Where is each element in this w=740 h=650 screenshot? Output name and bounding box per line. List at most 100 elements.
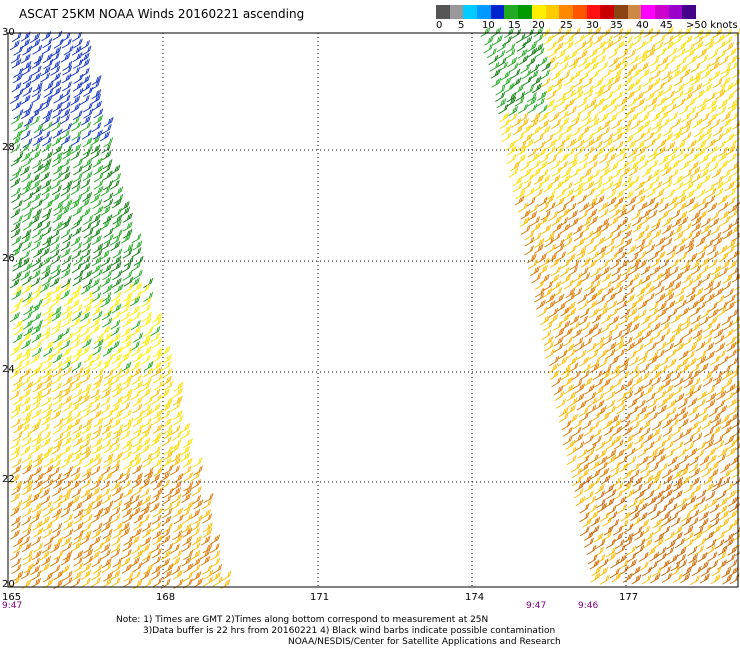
wind-barb <box>659 559 670 570</box>
wind-barb <box>732 526 740 536</box>
wind-barb <box>19 257 30 268</box>
wind-barb <box>721 126 732 137</box>
wind-barb <box>701 229 712 240</box>
wind-barb <box>672 271 683 282</box>
wind-barb <box>53 206 64 217</box>
wind-barb <box>50 60 61 71</box>
wind-barb <box>529 266 540 277</box>
wind-barb <box>603 525 614 536</box>
wind-barb <box>111 277 122 288</box>
wind-barb <box>40 66 51 77</box>
wind-barb <box>30 513 40 524</box>
wind-barb <box>170 425 181 436</box>
wind-barb <box>636 251 647 262</box>
wind-barb <box>83 297 94 308</box>
wind-barb <box>120 367 130 378</box>
wind-barb <box>130 311 141 322</box>
wind-barb <box>101 424 112 435</box>
colorbar-label: 5 <box>458 20 465 31</box>
wind-barb <box>717 447 728 458</box>
wind-barb <box>92 360 103 371</box>
wind-barb <box>691 229 702 240</box>
wind-barb <box>70 136 81 147</box>
wind-barb <box>630 210 641 221</box>
wind-barb <box>708 308 719 319</box>
wind-barb <box>654 495 665 506</box>
wind-barb <box>581 117 591 128</box>
wind-barb <box>42 507 53 518</box>
wind-barb <box>701 467 712 478</box>
wind-barb <box>153 487 164 498</box>
wind-barb <box>72 388 83 399</box>
wind-barb <box>122 317 133 328</box>
wind-barb <box>21 339 31 350</box>
wind-barb <box>673 230 684 241</box>
wind-barb <box>670 561 681 572</box>
wind-barb <box>103 306 114 317</box>
wind-barb <box>533 174 544 185</box>
wind-barb <box>51 374 62 385</box>
wind-barb <box>93 417 104 428</box>
wind-barb <box>632 426 643 437</box>
wind-barb <box>678 411 689 422</box>
wind-barb <box>636 146 647 157</box>
wind-barb <box>73 165 83 176</box>
wind-barb <box>554 293 565 304</box>
wind-barb <box>575 250 586 261</box>
wind-barb <box>192 465 203 476</box>
wind-barb <box>615 398 626 409</box>
wind-barb <box>598 112 609 123</box>
wind-barb <box>543 182 554 193</box>
wind-barb <box>12 332 23 343</box>
wind-barb <box>544 232 555 243</box>
wind-barb <box>183 550 194 561</box>
wind-barb <box>570 70 581 81</box>
colorbar-label: 30 <box>586 20 599 31</box>
wind-barb <box>563 40 574 51</box>
wind-barb <box>731 386 740 396</box>
wind-barb <box>153 380 164 391</box>
wind-barb <box>536 253 547 264</box>
wind-barb <box>540 174 551 185</box>
wind-barb <box>598 260 609 271</box>
wind-barb <box>591 313 602 324</box>
wind-barb <box>681 27 692 38</box>
wind-barb <box>562 435 573 446</box>
wind-barb <box>726 489 736 500</box>
wind-barb <box>634 441 645 452</box>
wind-barb <box>139 283 150 294</box>
wind-barb <box>50 65 61 76</box>
wind-barb <box>661 516 672 527</box>
wind-barb <box>603 76 614 87</box>
wind-barb <box>122 248 133 259</box>
wind-barb <box>22 262 33 273</box>
wind-barb <box>659 356 669 367</box>
wind-barb <box>631 77 642 88</box>
wind-barb <box>520 160 531 171</box>
wind-barb <box>81 121 91 132</box>
wind-barb <box>602 175 613 186</box>
wind-barb <box>80 488 91 499</box>
wind-barb <box>10 114 21 125</box>
wind-barb <box>10 53 21 64</box>
wind-barb <box>586 259 597 270</box>
wind-barb <box>611 180 622 191</box>
wind-barb <box>637 502 648 513</box>
wind-barb <box>671 131 682 142</box>
wind-barb <box>690 166 701 177</box>
wind-barb <box>578 406 589 417</box>
wind-barb <box>566 455 577 466</box>
wind-barb <box>142 457 153 468</box>
wind-barb <box>578 267 589 278</box>
wind-barb <box>705 491 716 502</box>
wind-barb <box>133 410 144 421</box>
wind-barb <box>665 97 676 108</box>
wind-barb <box>623 379 634 390</box>
wind-barb <box>641 280 652 291</box>
wind-barb <box>60 305 71 316</box>
wind-barb <box>555 188 566 199</box>
wind-barb <box>593 175 604 186</box>
wind-barb <box>645 48 656 59</box>
wind-barb <box>72 444 83 455</box>
wind-barb <box>680 112 691 123</box>
